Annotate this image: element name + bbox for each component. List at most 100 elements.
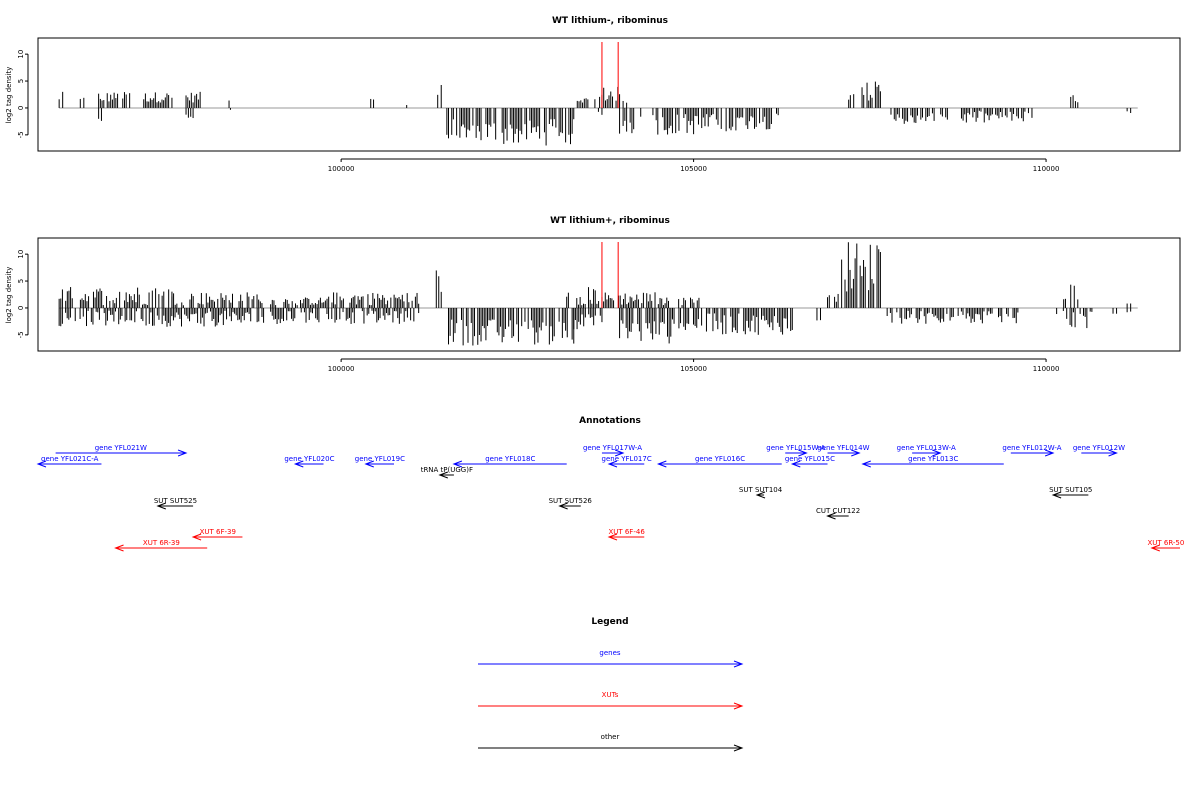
- annotation-feature: gene YFL020C: [284, 455, 335, 468]
- x-tick-label: 100000: [328, 365, 355, 373]
- annotation-feature: gene YFL015C: [785, 455, 835, 468]
- legend-label: XUTs: [602, 691, 619, 699]
- signal-segment: [573, 307, 603, 330]
- feature-arrow-head: [798, 449, 808, 457]
- annotation-feature: SUT SUT525: [154, 497, 197, 510]
- annotation-feature: gene YFL014W: [817, 444, 870, 457]
- signal-segment: [437, 84, 442, 108]
- signal-segment: [594, 95, 603, 108]
- feature-label: gene YFL014W: [817, 444, 869, 452]
- track-panel-lithium-plus: WT lithium+, ribominus log2 tag density …: [5, 216, 1181, 373]
- annotation-feature: gene YFL013C: [861, 455, 1004, 468]
- signal-segment: [435, 270, 442, 308]
- signal-segment: [1112, 307, 1118, 314]
- feature-arrow-head: [1051, 491, 1062, 499]
- y-tick-label: 5: [17, 79, 25, 83]
- signal-segment: [652, 107, 737, 135]
- feature-arrow-head: [733, 660, 744, 668]
- annotation-feature: XUT 6R-39: [114, 539, 208, 552]
- track-panel-lithium-minus: WT lithium-, ribominus log2 tag density …: [5, 16, 1181, 173]
- feature-label: gene YFL021C-A: [41, 455, 99, 463]
- y-axis-label: log2 tag density: [5, 67, 13, 124]
- feature-arrow-head: [114, 544, 124, 552]
- feature-label: gene YFL016C: [695, 455, 745, 463]
- signal-segment: [446, 107, 575, 146]
- annotation-feature: SUT SUT526: [549, 497, 592, 510]
- annotation-feature: gene YFL018C: [452, 455, 567, 468]
- feature-label: SUT SUT104: [739, 486, 783, 494]
- signal-segment: [98, 92, 131, 108]
- signal-segment: [270, 297, 328, 308]
- signal-segment: [566, 287, 600, 308]
- track-title: WT lithium-, ribominus: [552, 16, 668, 26]
- feature-arrow-head: [861, 460, 871, 468]
- feature-arrow-head: [932, 449, 942, 457]
- signal-segment: [619, 307, 673, 344]
- y-tick-label: 0: [17, 106, 25, 110]
- feature-arrow-head: [177, 449, 188, 457]
- feature-label: gene YFL012W: [1073, 444, 1125, 452]
- signal-segment: [886, 307, 1019, 324]
- signal-segment: [171, 292, 263, 308]
- y-tick-label: 5: [17, 279, 25, 283]
- signal-segment: [1126, 303, 1132, 308]
- feature-arrow-head: [790, 460, 801, 468]
- feature-arrow-head: [733, 744, 744, 752]
- signal-segment: [657, 297, 700, 308]
- feature-label: XUT 6F-39: [200, 528, 236, 536]
- annotation-feature: gene YFL021C-A: [36, 455, 102, 468]
- feature-arrow-head: [438, 471, 448, 479]
- legend-label: other: [601, 733, 620, 741]
- signal-segment: [601, 292, 656, 308]
- y-tick-label: -5: [17, 131, 25, 138]
- annotation-feature: gene YFL017W-A: [583, 444, 642, 457]
- annotation-feature: gene YFL021W: [55, 444, 188, 457]
- signal-segment: [827, 293, 839, 308]
- feature-label: XUT 6R-39: [143, 539, 180, 547]
- annotation-feature: XUT 6R-50: [1147, 539, 1184, 552]
- annotation-feature: SUT SUT105: [1049, 486, 1092, 499]
- feature-arrow-head: [1150, 544, 1160, 552]
- annotation-feature: gene YFL012W: [1073, 444, 1125, 457]
- signal-segment: [1027, 107, 1033, 118]
- signal-segment: [960, 107, 1026, 123]
- annotation-feature: gene YFL019C: [355, 455, 405, 468]
- signal-segment: [816, 307, 821, 321]
- signal-segment: [370, 98, 375, 108]
- feature-label: gene YFL020C: [284, 455, 334, 463]
- feature-arrow-head: [1108, 449, 1118, 457]
- feature-label: SUT SUT525: [154, 497, 197, 505]
- feature-arrow-head: [364, 460, 374, 468]
- annotation-feature: CUT CUT122: [816, 507, 860, 520]
- signal-segment: [1063, 284, 1079, 308]
- feature-label: gene YFL021W: [95, 444, 147, 452]
- x-tick-label: 105000: [680, 365, 707, 373]
- signal-segment: [185, 91, 201, 108]
- signal-segment: [58, 91, 64, 108]
- signal-segment: [447, 307, 575, 346]
- signal-segment: [79, 97, 85, 108]
- feature-arrow-head: [1044, 449, 1055, 457]
- plot-frame: [37, 237, 1181, 352]
- feature-arrow-head: [826, 512, 836, 520]
- signal-segment: [848, 81, 881, 108]
- feature-arrow-head: [614, 449, 625, 457]
- feature-label: gene YFL013W-A: [897, 444, 956, 452]
- feature-arrow-head: [851, 449, 861, 457]
- signal-segment: [841, 242, 881, 308]
- legend-label: genes: [599, 649, 620, 657]
- signal-segment: [98, 107, 102, 121]
- signal-segment: [619, 107, 642, 134]
- x-tick-label: 100000: [328, 165, 355, 173]
- signal-segment: [735, 107, 779, 130]
- signal-segment: [185, 107, 194, 119]
- track-title: WT lithium+, ribominus: [550, 216, 670, 226]
- feature-label: gene YFL017C: [602, 455, 652, 463]
- x-tick-label: 105000: [680, 165, 707, 173]
- feature-label: SUT SUT105: [1049, 486, 1092, 494]
- signal-segment: [890, 107, 948, 124]
- legend-item: genes: [478, 649, 744, 668]
- annotation-feature: XUT 6F-39: [191, 528, 243, 541]
- signal-segment: [58, 287, 173, 308]
- signal-segment: [143, 92, 173, 108]
